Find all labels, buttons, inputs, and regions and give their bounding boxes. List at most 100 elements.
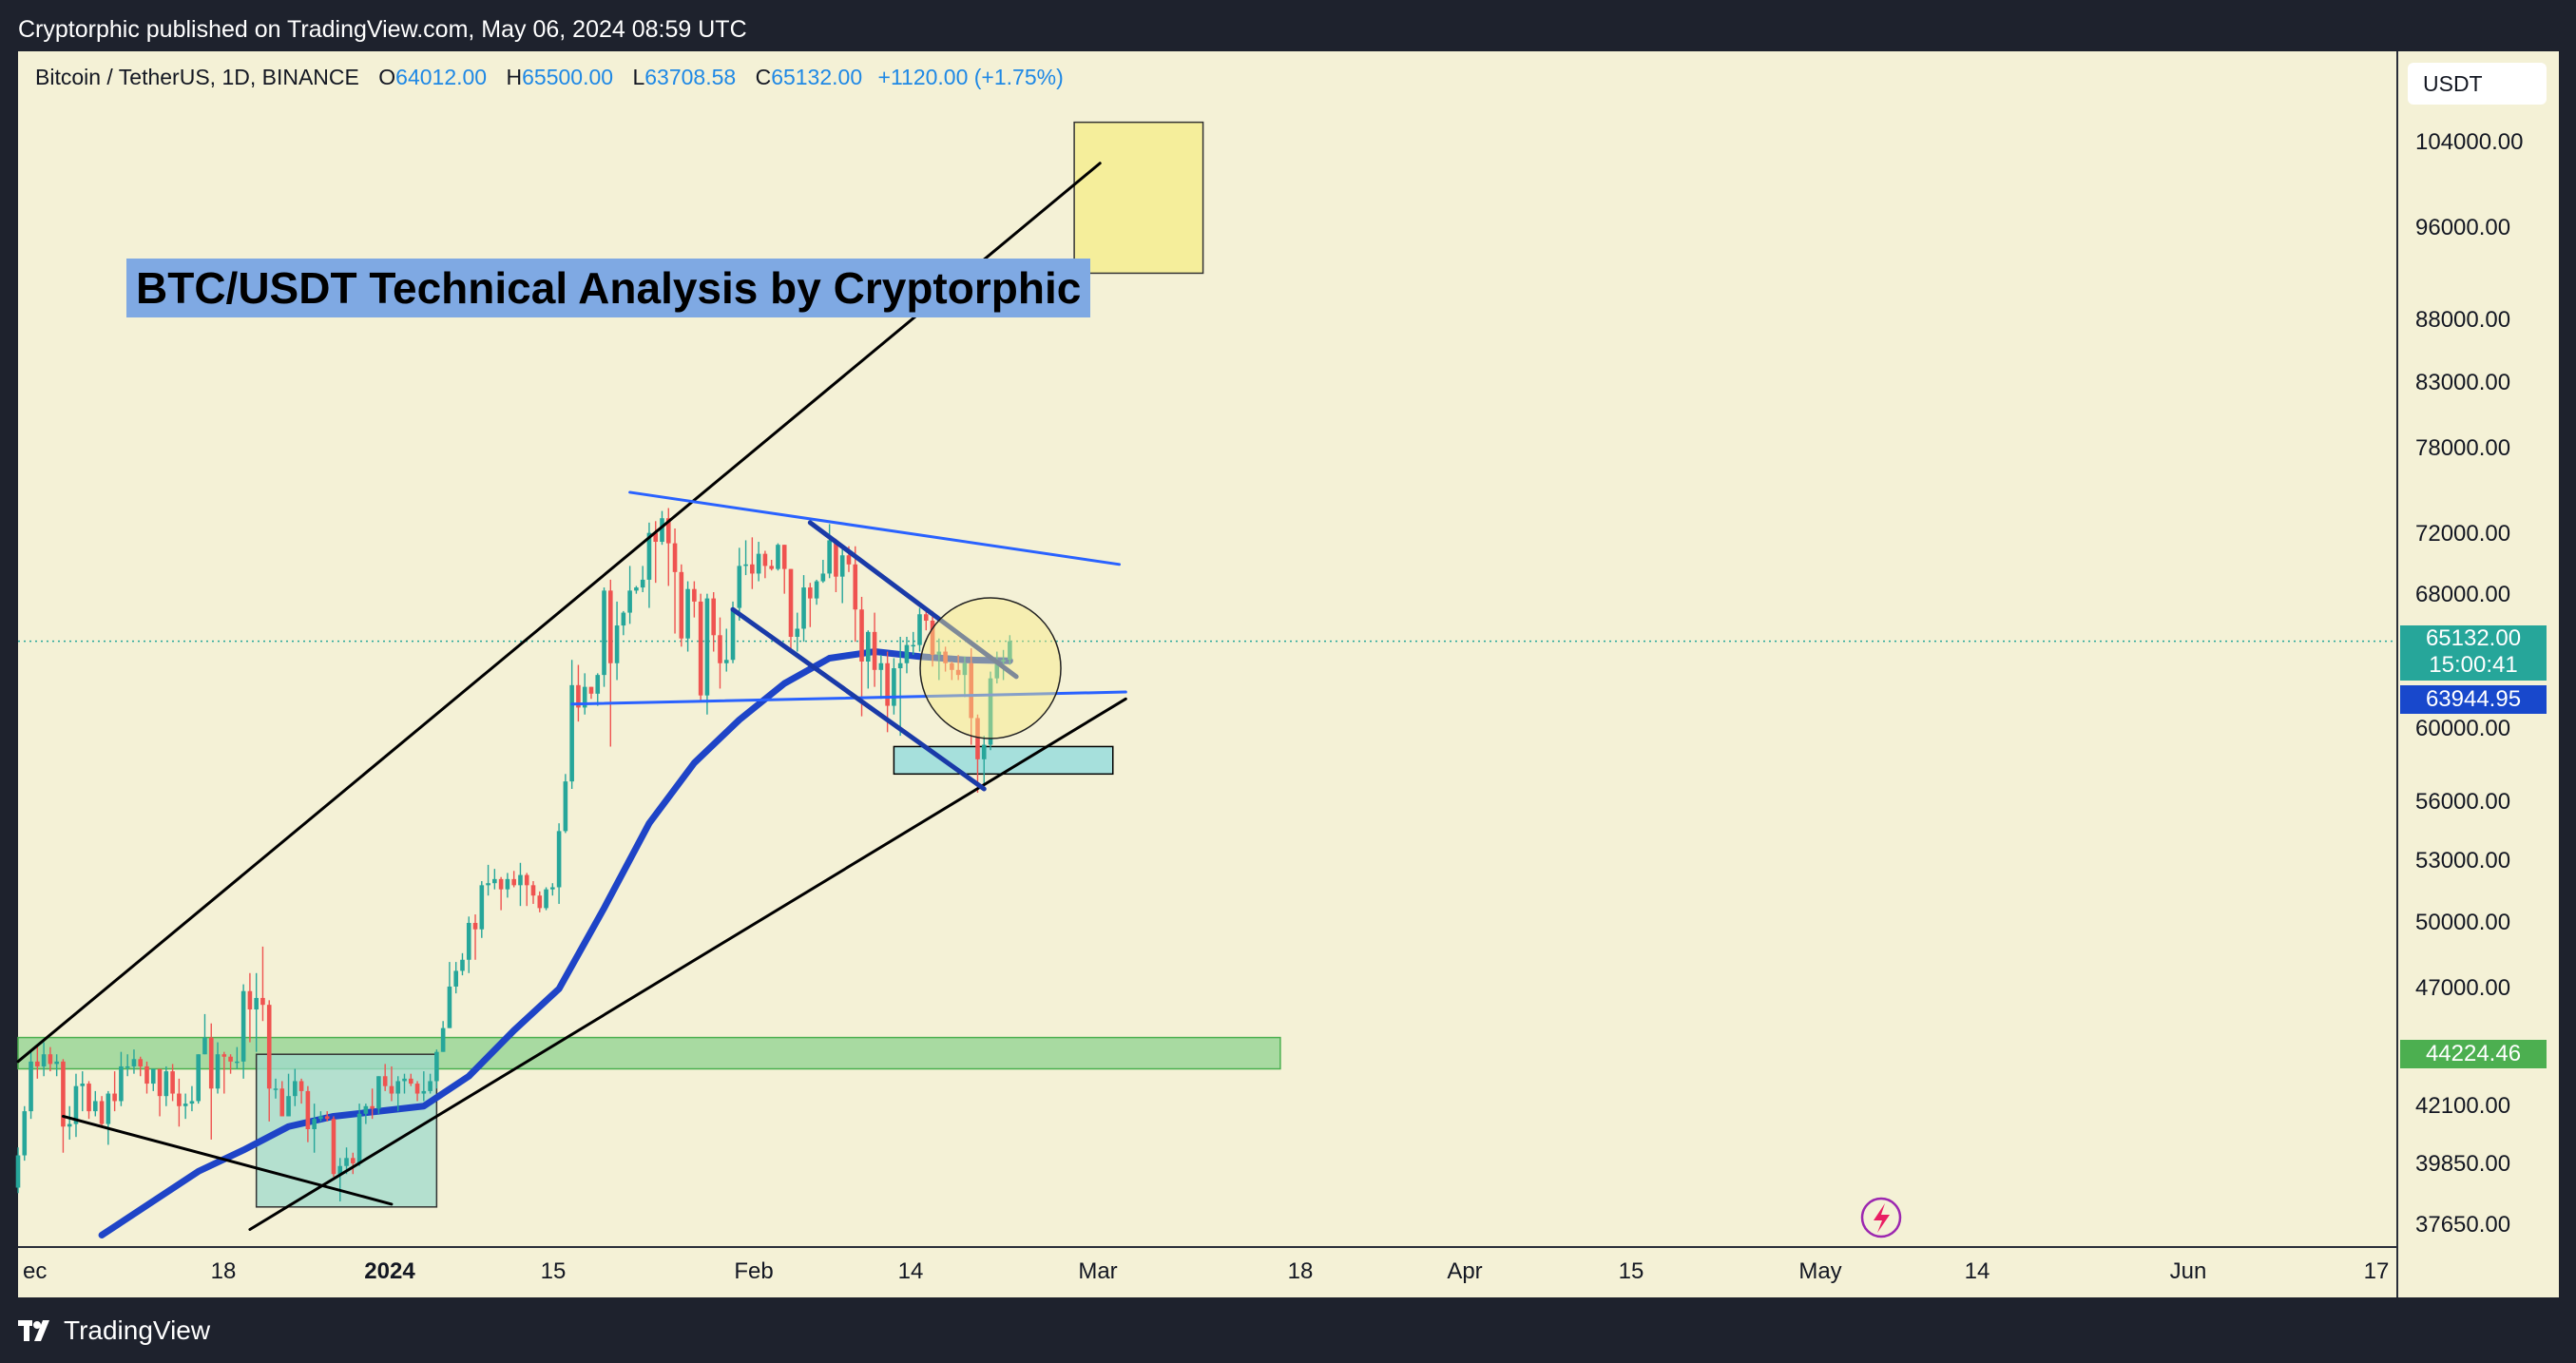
- candle-body: [988, 678, 993, 745]
- candle-body: [215, 1054, 221, 1089]
- low-label: L: [632, 65, 645, 89]
- time-tick-label: 14: [1964, 1258, 1990, 1284]
- candle-body: [608, 590, 613, 663]
- candle-body: [781, 545, 787, 569]
- candle-body: [157, 1068, 163, 1097]
- open-label: O: [378, 65, 396, 89]
- candle-body: [440, 1027, 446, 1052]
- candle-body: [530, 885, 536, 896]
- candle-body: [247, 990, 253, 1010]
- candle-body: [312, 1119, 317, 1129]
- candle-body: [486, 883, 490, 886]
- symbol-name: Bitcoin / TetherUS, 1D, BINANCE: [35, 65, 359, 89]
- candle-body: [544, 889, 548, 909]
- candle-body: [969, 662, 973, 719]
- time-tick-label: 2024: [364, 1258, 415, 1284]
- candle-body: [788, 568, 794, 637]
- candle-body: [61, 1061, 66, 1127]
- symbol-legend: Bitcoin / TetherUS, 1D, BINANCE O64012.0…: [35, 65, 1064, 90]
- candle-body: [228, 1056, 233, 1062]
- candle-body: [704, 598, 710, 696]
- candle-body: [48, 1054, 53, 1065]
- candle-body: [106, 1093, 111, 1124]
- candle-body: [119, 1065, 124, 1102]
- resistance-line: [628, 490, 1122, 566]
- candle-body: [576, 684, 581, 708]
- chart-title: BTC/USDT Technical Analysis by Cryptorph…: [126, 259, 1091, 317]
- candle-body: [776, 545, 780, 569]
- candle-body: [962, 662, 968, 676]
- candle-body: [872, 631, 877, 670]
- candle-body: [820, 573, 826, 582]
- price-tick-label: 50000.00: [2415, 909, 2511, 935]
- support-price-tag: 44224.46: [2400, 1040, 2547, 1068]
- time-tick-label: 15: [1618, 1258, 1644, 1284]
- ma-price-tag: 63944.95: [2400, 685, 2547, 714]
- time-tick-label: 18: [1287, 1258, 1314, 1284]
- time-axis[interactable]: [18, 1246, 2396, 1297]
- candle-body: [298, 1081, 304, 1091]
- price-tick-label: 72000.00: [2415, 521, 2511, 547]
- candle-body: [337, 1165, 343, 1175]
- candle-body: [318, 1116, 323, 1120]
- time-tick-label: Jun: [2169, 1258, 2207, 1284]
- candle-body: [389, 1085, 394, 1094]
- candle-body: [827, 540, 832, 574]
- candle-body: [29, 1061, 33, 1112]
- lightning-icon: [1874, 1203, 1890, 1233]
- candle-body: [672, 543, 678, 572]
- candle-body: [240, 990, 246, 1062]
- price-tick-label: 56000.00: [2415, 788, 2511, 815]
- candle-body: [955, 669, 961, 676]
- candle-body: [897, 662, 903, 669]
- time-tick-label: 15: [540, 1258, 567, 1284]
- candle-body: [67, 1123, 72, 1127]
- candle-body: [183, 1104, 188, 1106]
- candle-body: [698, 601, 703, 696]
- candle-body: [866, 631, 871, 662]
- candle-body: [614, 625, 620, 663]
- candle-body: [679, 571, 684, 639]
- price-tick-label: 37650.00: [2415, 1212, 2511, 1238]
- candle-body: [936, 651, 942, 656]
- candle-body: [22, 1111, 28, 1156]
- candle-body: [15, 1155, 21, 1188]
- price-tick-label: 47000.00: [2415, 975, 2511, 1002]
- candle-body: [286, 1096, 291, 1117]
- candle-body: [588, 686, 594, 694]
- candle-body: [351, 1158, 356, 1163]
- candle-body: [930, 620, 935, 656]
- candle-body: [35, 1061, 40, 1066]
- candle-body: [994, 662, 1000, 679]
- candle-body: [479, 885, 485, 930]
- price-tick-label: 68000.00: [2415, 582, 2511, 608]
- time-tick-label: Mar: [1078, 1258, 1118, 1284]
- candle-body: [428, 1081, 433, 1091]
- tradingview-logo[interactable]: TradingView: [18, 1315, 210, 1346]
- moving-average-line: [98, 648, 1013, 1238]
- time-tick-label: Apr: [1447, 1258, 1483, 1284]
- candle-body: [395, 1081, 401, 1094]
- tradingview-brand-text: TradingView: [64, 1315, 211, 1345]
- time-tick-label: 18: [210, 1258, 237, 1284]
- candle-body: [665, 518, 671, 544]
- candle-body: [221, 1054, 227, 1057]
- candle-body: [414, 1084, 420, 1094]
- open-value: 64012.00: [395, 65, 488, 89]
- candle-body: [93, 1101, 98, 1112]
- candle-body: [254, 997, 259, 1010]
- candle-body: [769, 566, 774, 569]
- candle-body: [524, 874, 529, 886]
- candle-body: [41, 1054, 47, 1066]
- currency-selector-button[interactable]: USDT: [2408, 63, 2547, 105]
- candle-body: [73, 1085, 79, 1124]
- candle-body: [344, 1158, 349, 1166]
- wedge_upper-line: [807, 520, 1019, 680]
- footer-bar: [0, 1297, 2576, 1363]
- candle-body: [756, 553, 761, 574]
- candle-body: [834, 540, 838, 577]
- price-tick-label: 88000.00: [2415, 307, 2511, 334]
- candle-body: [466, 922, 471, 960]
- candle-body: [595, 675, 601, 694]
